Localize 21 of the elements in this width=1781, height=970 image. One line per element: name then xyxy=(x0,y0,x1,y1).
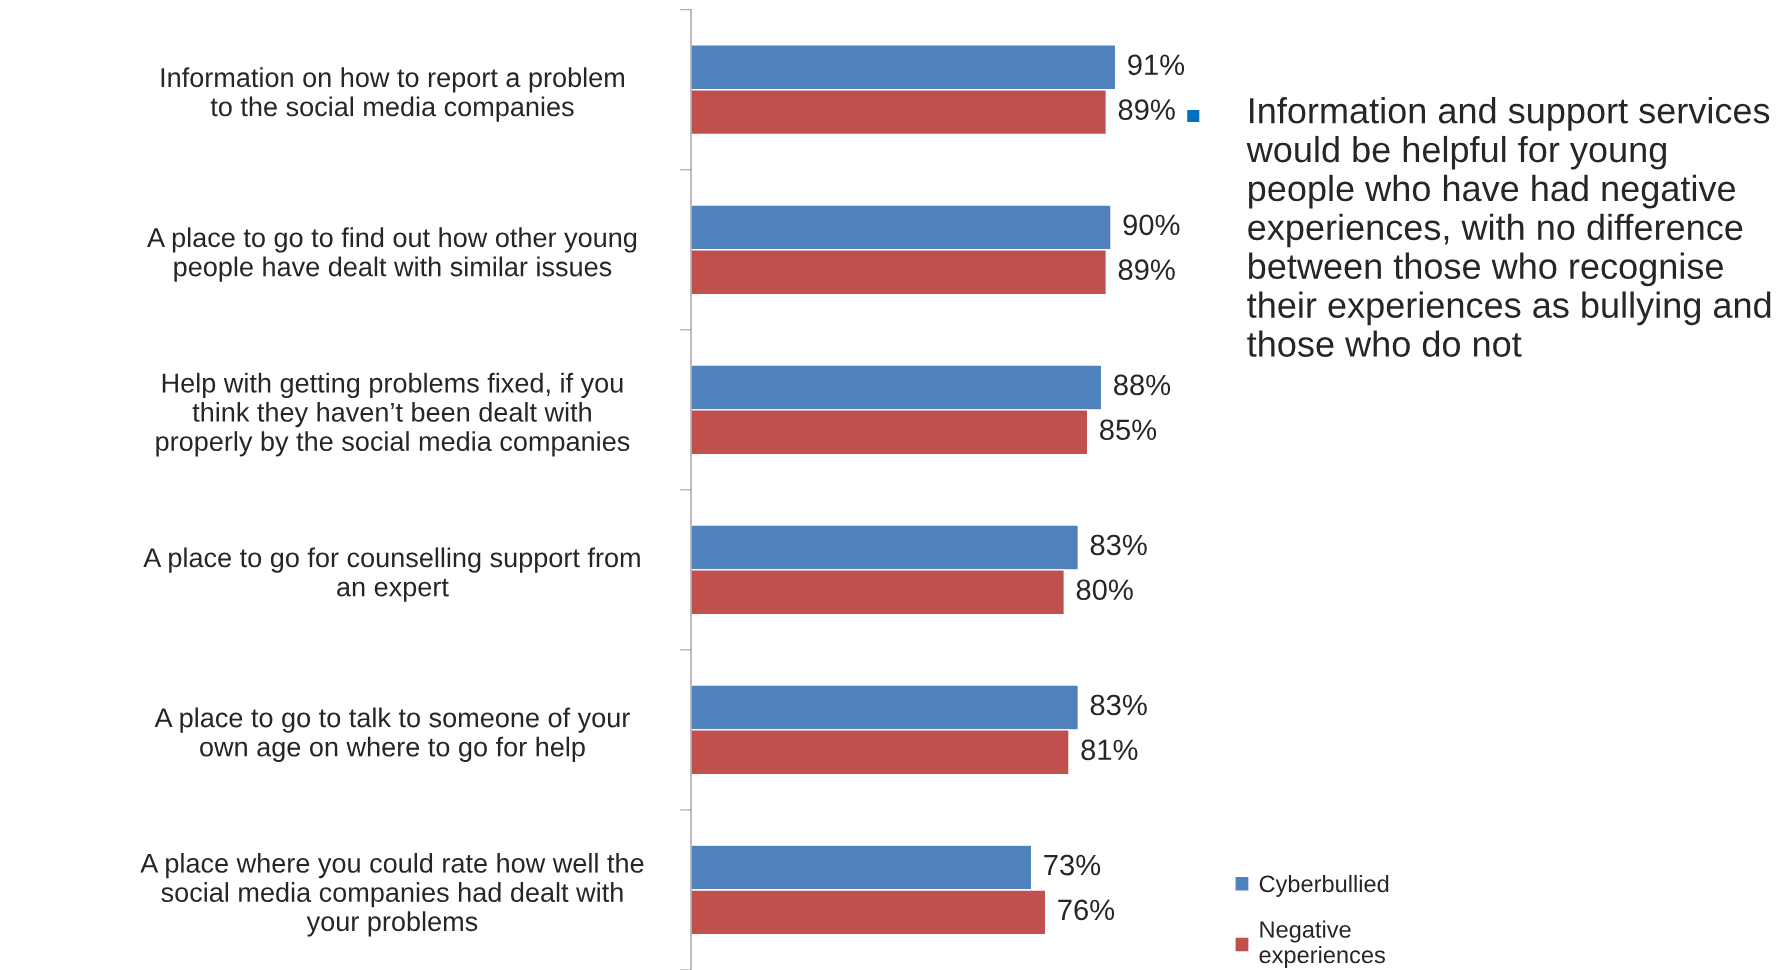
y-tick-label: A place to go to talk to someone of your own age on where to go for help xyxy=(154,707,630,762)
y-tick-label: A place to go for counselling support from an expert xyxy=(143,547,640,602)
data-label: 81% xyxy=(1081,739,1138,761)
data-label: 76% xyxy=(1058,899,1115,921)
y-tick-label: Information on how to report a problem to the social media companies xyxy=(161,67,624,122)
y-tick-label: A place where you could rate how well the social media companies had dealt with your problems xyxy=(140,852,644,937)
data-label: 80% xyxy=(1076,579,1133,601)
data-label: 89% xyxy=(1118,99,1175,120)
legend-label: Negative experiences xyxy=(1259,920,1385,968)
y-tick-label: A place to go to find out how other young people have dealt with similar issues xyxy=(147,227,637,282)
data-label: 89% xyxy=(1118,259,1175,281)
data-label: 73% xyxy=(1044,854,1101,876)
data-label: 90% xyxy=(1123,214,1180,236)
data-label: 83% xyxy=(1090,694,1147,716)
y-tick-label: Help with getting problems fixed, if you think they haven’t been dealt with properly by the social media companies xyxy=(156,372,630,457)
data-label: 88% xyxy=(1114,374,1171,396)
legend-label: Cyberbullied xyxy=(1259,874,1389,897)
data-label: 85% xyxy=(1100,419,1157,441)
text: Information and support services would be helpful for young people who have had negative experiences, with no difference between those who recognise their experiences as bullying and those who do not xyxy=(1246,97,1771,357)
data-label: 91% xyxy=(1128,54,1185,76)
data-label: 83% xyxy=(1090,534,1147,556)
